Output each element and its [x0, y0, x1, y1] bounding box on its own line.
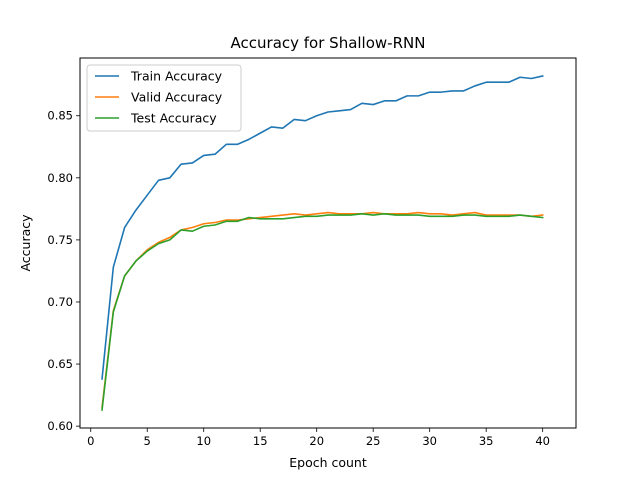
y-axis-label: Accuracy [18, 214, 33, 272]
x-tick-label: 5 [144, 434, 151, 448]
y-tick-label: 0.80 [47, 171, 73, 185]
y-axis-ticks: 0.60 0.65 0.70 0.75 0.80 0.85 [47, 109, 80, 433]
x-axis-ticks: 0 5 10 15 20 25 30 35 40 [87, 428, 550, 448]
x-tick-label: 10 [196, 434, 211, 448]
legend: Train Accuracy Valid Accuracy Test Accurac… [86, 64, 242, 132]
series-line-1 [101, 211, 544, 409]
chart-title: Accuracy for Shallow-RNN [231, 34, 426, 52]
y-tick-label: 0.85 [47, 109, 73, 123]
x-tick-label: 35 [479, 434, 494, 448]
x-tick-label: 20 [309, 434, 324, 448]
y-tick-label: 0.75 [47, 233, 73, 247]
series-line-0 [101, 75, 544, 380]
legend-label-1: Valid Accuracy [131, 90, 223, 105]
y-tick-label: 0.70 [47, 295, 73, 309]
y-tick-label: 0.60 [47, 419, 73, 433]
x-tick-label: 0 [87, 434, 94, 448]
plot-frame [79, 57, 577, 429]
x-tick-label: 25 [366, 434, 381, 448]
legend-box [86, 64, 242, 132]
x-tick-label: 15 [253, 434, 268, 448]
plot-lines [101, 75, 544, 411]
legend-label-0: Train Accuracy [130, 69, 223, 84]
y-tick-label: 0.65 [47, 357, 73, 371]
x-tick-label: 30 [422, 434, 437, 448]
series-line-2 [101, 213, 544, 411]
x-axis-label: Epoch count [289, 455, 367, 470]
x-tick-label: 40 [535, 434, 550, 448]
legend-label-2: Test Accuracy [130, 111, 217, 126]
